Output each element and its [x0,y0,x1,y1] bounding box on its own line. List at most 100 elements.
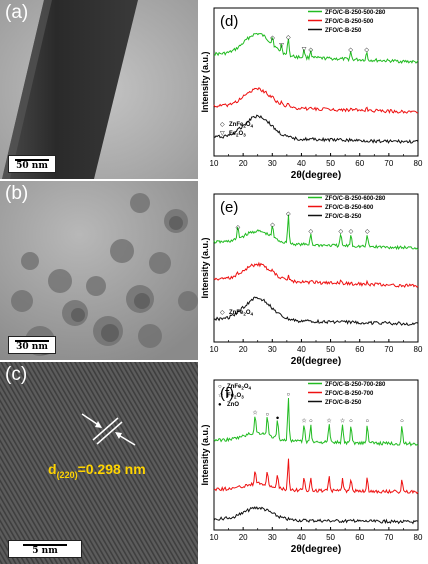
scale-text-c: 5 nm [32,546,58,556]
series-line [213,458,419,495]
marker-legend-label: ZnFe2O4 [229,122,254,129]
peak-marker: ○ [309,418,313,424]
x-tick-label: 20 [239,533,248,542]
peak-marker: ☆ [252,409,257,416]
x-tick-label: 60 [355,345,364,354]
x-tick-label: 80 [414,159,423,168]
peak-marker: ◇ [365,229,370,235]
x-tick-label: 80 [414,533,423,542]
peak-marker: ● [276,416,280,422]
plot-frame [213,379,419,531]
series-line [213,87,419,115]
scale-line-c [23,544,67,546]
peak-marker: ○ [400,418,404,424]
marker-legend-symbol: ☆ [218,392,223,399]
x-tick-label: 30 [268,533,277,542]
panel-letter-c: (c) [5,364,28,385]
plot-frame [213,7,419,157]
xrd-chart-e: 10 20 30 40 50 60 70 80 2θ(degree) Intensity (a.u… [200,186,428,372]
legend-label: ZFO/C-B-250 [325,400,362,406]
xrd-chart-e-svg: 10 20 30 40 50 60 70 80 2θ(degree) Intensity (a.u… [200,193,423,367]
series-line [213,397,419,447]
peak-marker: ☆ [326,417,331,424]
peak-marker: ☆ [301,417,306,424]
x-tick-label: 70 [384,159,393,168]
d-spacing-plane: (220) [56,469,78,480]
xrd-chart-d: 10 20 30 40 50 60 70 80 2θ(degree) Intensity (a.u… [200,0,428,186]
marker-legend-symbol: ▽ [220,131,225,137]
marker-legend-label: ZnO [227,402,239,408]
x-tick-label: 80 [414,345,423,354]
x-tick-label: 60 [355,159,364,168]
series-line [213,214,419,251]
y-axis-label: Intensity (a.u.) [200,424,210,485]
panel-letter: (e) [220,199,238,216]
peak-marker: ◇ [270,222,275,228]
tem-panel-a: (a) 50 nm [0,0,198,179]
marker-legend-symbol: ● [218,402,222,408]
panel-letter: (d) [220,13,238,30]
peak-marker: ☆ [340,417,345,424]
legend-label: ZFO/C-B-250-500-280 [325,10,386,16]
series-line [213,32,419,64]
legend-label: ZFO/C-B-250 [325,214,362,220]
peak-marker: ○ [365,418,369,424]
tem-image-a [0,0,198,179]
tem-image-b [0,181,198,360]
legend-label: ZFO/C-B-250-700-280 [325,382,386,388]
x-tick-label: 60 [355,533,364,542]
peak-marker: ◇ [348,47,353,53]
peak-marker: ○ [266,412,270,418]
scale-text-b: 30 nm [16,342,48,352]
d-spacing-prefix: d [48,461,57,477]
x-axis-label: 2θ(degree) [291,544,341,555]
panel-letter: (f) [220,385,234,402]
peak-marker: ◇ [364,47,369,53]
arrow-head-right [115,432,122,439]
scale-bar-b: 30 nm [8,336,56,354]
scale-text-a: 50 nm [16,161,48,171]
xrd-chart-f-svg: 10 20 30 40 50 60 70 80 2θ(degree) Intensity (a.u… [200,379,423,555]
y-axis-label: Intensity (a.u.) [200,51,210,112]
x-tick-label: 30 [268,159,277,168]
plot-frame [213,193,419,343]
scale-line-a [15,159,49,161]
peak-marker: ◇ [308,229,313,235]
series-line [213,296,419,326]
x-tick-label: 50 [326,533,335,542]
x-tick-label: 40 [297,159,306,168]
marker-legend-label: Fe2O3 [227,393,244,400]
marker-legend-label: ZnFe2O4 [229,310,254,317]
peak-marker: ◇ [349,229,354,235]
x-axis-label: 2θ(degree) [291,170,341,181]
x-tick-label: 40 [297,533,306,542]
x-tick-label: 30 [268,345,277,354]
peak-marker: ▽ [302,47,307,53]
tem-panel-c: (c) d(220)=0.298 nm 5 nm [0,362,198,564]
peak-marker: ◇ [338,229,343,235]
x-tick-label: 10 [210,345,219,354]
tem-panel-b: (b) 30 nm [0,181,198,360]
peak-marker: ◇ [270,35,275,41]
fringe-marker-line [92,417,119,441]
panel-letter-b: (b) [5,183,29,204]
legend-label: ZFO/C-B-250-600 [325,205,374,211]
series-line [213,261,419,288]
d-spacing-label: d(220)=0.298 nm [48,461,146,480]
tem-image-c [0,362,198,564]
y-axis-label: Intensity (a.u.) [200,237,210,298]
fringe-marker-line [96,421,123,445]
x-tick-label: 10 [210,159,219,168]
marker-legend-label: Fe2O3 [229,131,246,138]
x-tick-label: 70 [384,533,393,542]
legend-label: ZFO/C-B-250-700 [325,391,374,397]
marker-legend-symbol: ◇ [220,122,225,128]
x-tick-label: 50 [326,159,335,168]
scale-line-b [15,340,49,342]
series-line [213,114,419,144]
xrd-chart-f: 10 20 30 40 50 60 70 80 2θ(degree) Intensity (a.u… [200,372,428,562]
arrow-head-left [95,421,102,428]
x-axis-label: 2θ(degree) [291,356,341,367]
xrd-chart-d-svg: 10 20 30 40 50 60 70 80 2θ(degree) Intensity (a.u… [200,7,423,181]
panel-letter-a: (a) [5,2,29,23]
